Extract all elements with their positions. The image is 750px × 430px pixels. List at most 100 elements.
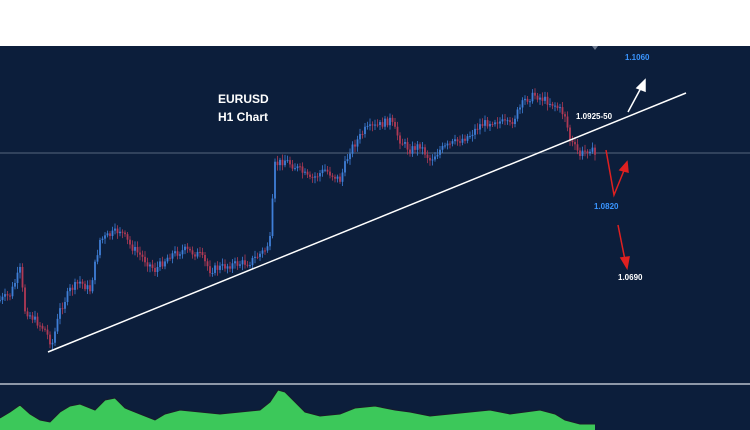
- candle-body: [486, 120, 489, 127]
- candle-body: [34, 316, 36, 320]
- candle-body: [124, 232, 126, 235]
- candle-body: [434, 156, 436, 160]
- candle-body: [456, 139, 459, 142]
- candle-body: [496, 122, 499, 124]
- candle-body: [111, 230, 114, 236]
- candle-body: [249, 265, 251, 267]
- candle-body: [519, 107, 521, 110]
- candle-body: [244, 260, 246, 265]
- candle-body: [109, 233, 111, 236]
- candle-body: [516, 109, 519, 119]
- candle-body: [236, 261, 239, 266]
- candle-body: [131, 244, 134, 251]
- candle-body: [59, 308, 61, 319]
- candle-body: [489, 123, 491, 127]
- candle-body: [29, 315, 31, 317]
- candle-body: [471, 134, 474, 137]
- candle-body: [504, 119, 506, 121]
- candle-body: [524, 98, 526, 101]
- candle-body: [539, 97, 541, 100]
- candle-body: [474, 128, 476, 135]
- candle-body: [166, 257, 169, 262]
- candle-body: [571, 140, 574, 143]
- candle-body: [0, 299, 1, 301]
- candle-body: [271, 198, 274, 237]
- arrow-pullback: [605, 149, 629, 198]
- candle-body: [71, 287, 74, 290]
- candle-body: [116, 228, 119, 234]
- candle-body: [566, 116, 569, 128]
- candle-body: [409, 149, 411, 154]
- candle-body: [174, 251, 176, 254]
- candle-body: [179, 254, 181, 256]
- candle-body: [54, 331, 56, 343]
- candle-body: [6, 294, 9, 296]
- candle-body: [239, 264, 241, 266]
- candle-body: [316, 176, 319, 178]
- candle-body: [299, 166, 301, 168]
- candle-body: [384, 118, 386, 127]
- candle-body: [514, 118, 516, 125]
- candle-body: [311, 176, 314, 178]
- candle-body: [439, 149, 441, 155]
- candle-body: [26, 311, 29, 317]
- candle-body: [44, 328, 46, 330]
- candle-body: [484, 120, 486, 126]
- candle-body: [324, 169, 326, 171]
- candle-body: [551, 103, 554, 106]
- candle-body: [216, 265, 219, 270]
- candle-body: [16, 272, 19, 283]
- candle-body: [459, 141, 461, 143]
- candle-body: [541, 97, 544, 101]
- candle-body: [46, 329, 49, 335]
- indicator-line: [0, 389, 595, 425]
- candle-body: [199, 251, 201, 253]
- candle-body: [211, 272, 214, 274]
- candle-body: [481, 124, 484, 126]
- candle-body: [251, 257, 254, 266]
- candle-body: [1, 296, 4, 300]
- candle-body: [141, 254, 144, 257]
- candle-body: [329, 171, 331, 176]
- candle-body: [426, 154, 429, 158]
- candle-body: [569, 127, 571, 141]
- candle-body: [69, 287, 71, 292]
- chart-background: [0, 46, 750, 430]
- candle-body: [454, 139, 456, 142]
- candle-body: [101, 238, 104, 240]
- candle-body: [234, 261, 236, 264]
- candle-body: [94, 261, 96, 281]
- candle-body: [91, 280, 94, 292]
- candle-body: [391, 117, 394, 122]
- candle-body: [506, 120, 509, 122]
- candle-body: [349, 153, 351, 160]
- candle-body: [511, 121, 514, 125]
- candle-body: [381, 122, 384, 127]
- candle-body: [41, 325, 44, 329]
- candle-body: [51, 342, 54, 345]
- candle-body: [591, 147, 594, 152]
- candle-body: [356, 139, 359, 147]
- candle-body: [151, 264, 154, 268]
- candle-body: [9, 295, 11, 297]
- candle-body: [401, 143, 404, 145]
- candle-body: [341, 172, 344, 182]
- candle-body: [306, 171, 309, 175]
- candle-body: [374, 124, 376, 126]
- candle-body: [96, 255, 99, 262]
- candle-body: [399, 135, 401, 144]
- candle-body: [309, 174, 311, 177]
- candle-body: [526, 98, 529, 102]
- candle-body: [444, 145, 446, 147]
- candle-body: [121, 231, 124, 233]
- timeframe-label: H1 Chart: [218, 110, 268, 124]
- candle-body: [304, 171, 306, 173]
- candle-body: [301, 166, 304, 173]
- candle-body: [169, 257, 171, 259]
- candle-body: [231, 263, 234, 269]
- candle-body: [441, 145, 444, 150]
- candle-body: [394, 121, 396, 127]
- candle-body: [164, 261, 166, 267]
- candle-body: [389, 117, 391, 126]
- candle-body: [284, 160, 286, 166]
